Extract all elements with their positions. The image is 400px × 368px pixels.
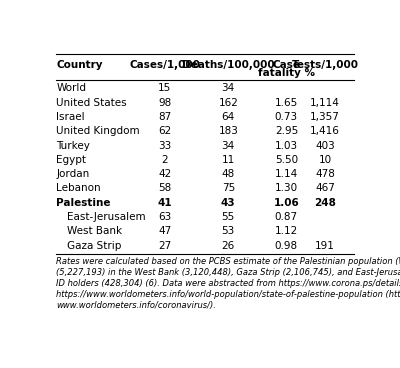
Text: Deaths/100,000: Deaths/100,000: [182, 60, 274, 70]
Text: Case: Case: [272, 60, 300, 70]
Text: 15: 15: [158, 83, 171, 93]
Text: 1.65: 1.65: [275, 98, 298, 107]
Text: 403: 403: [315, 141, 335, 151]
Text: 2: 2: [161, 155, 168, 165]
Text: Gaza Strip: Gaza Strip: [67, 241, 122, 251]
Text: 11: 11: [222, 155, 235, 165]
Text: 10: 10: [318, 155, 332, 165]
Text: United States: United States: [56, 98, 127, 107]
Text: Lebanon: Lebanon: [56, 183, 101, 194]
Text: 33: 33: [158, 141, 171, 151]
Text: 64: 64: [222, 112, 235, 122]
Text: 47: 47: [158, 226, 171, 236]
Text: 87: 87: [158, 112, 171, 122]
Text: 75: 75: [222, 183, 235, 194]
Text: 467: 467: [315, 183, 335, 194]
Text: Country: Country: [56, 60, 103, 70]
Text: 1.06: 1.06: [274, 198, 299, 208]
Text: Rates were calculated based on the PCBS estimate of the Palestinian population (: Rates were calculated based on the PCBS …: [56, 257, 400, 310]
Text: 0.98: 0.98: [275, 241, 298, 251]
Text: 34: 34: [222, 83, 235, 93]
Text: 478: 478: [315, 169, 335, 179]
Text: Egypt: Egypt: [56, 155, 86, 165]
Text: Israel: Israel: [56, 112, 85, 122]
Text: 1.12: 1.12: [275, 226, 298, 236]
Text: 1.03: 1.03: [275, 141, 298, 151]
Text: fatality %: fatality %: [258, 68, 315, 78]
Text: 1,114: 1,114: [310, 98, 340, 107]
Text: Palestine: Palestine: [56, 198, 111, 208]
Text: 63: 63: [158, 212, 171, 222]
Text: 5.50: 5.50: [275, 155, 298, 165]
Text: 53: 53: [222, 226, 235, 236]
Text: Turkey: Turkey: [56, 141, 90, 151]
Text: 58: 58: [158, 183, 171, 194]
Text: World: World: [56, 83, 86, 93]
Text: Tests/1,000: Tests/1,000: [292, 60, 359, 70]
Text: 248: 248: [314, 198, 336, 208]
Text: 41: 41: [157, 198, 172, 208]
Text: 191: 191: [315, 241, 335, 251]
Text: 1.14: 1.14: [275, 169, 298, 179]
Text: 48: 48: [222, 169, 235, 179]
Text: West Bank: West Bank: [67, 226, 122, 236]
Text: Jordan: Jordan: [56, 169, 90, 179]
Text: 162: 162: [218, 98, 238, 107]
Text: 34: 34: [222, 141, 235, 151]
Text: United Kingdom: United Kingdom: [56, 126, 140, 136]
Text: 26: 26: [222, 241, 235, 251]
Text: 98: 98: [158, 98, 171, 107]
Text: 55: 55: [222, 212, 235, 222]
Text: 43: 43: [221, 198, 236, 208]
Text: 1,357: 1,357: [310, 112, 340, 122]
Text: 183: 183: [218, 126, 238, 136]
Text: 0.73: 0.73: [275, 112, 298, 122]
Text: 1,416: 1,416: [310, 126, 340, 136]
Text: East-Jerusalem: East-Jerusalem: [67, 212, 146, 222]
Text: 1.30: 1.30: [275, 183, 298, 194]
Text: 62: 62: [158, 126, 171, 136]
Text: 42: 42: [158, 169, 171, 179]
Text: 2.95: 2.95: [275, 126, 298, 136]
Text: Cases/1,000: Cases/1,000: [129, 60, 200, 70]
Text: 27: 27: [158, 241, 171, 251]
Text: 0.87: 0.87: [275, 212, 298, 222]
